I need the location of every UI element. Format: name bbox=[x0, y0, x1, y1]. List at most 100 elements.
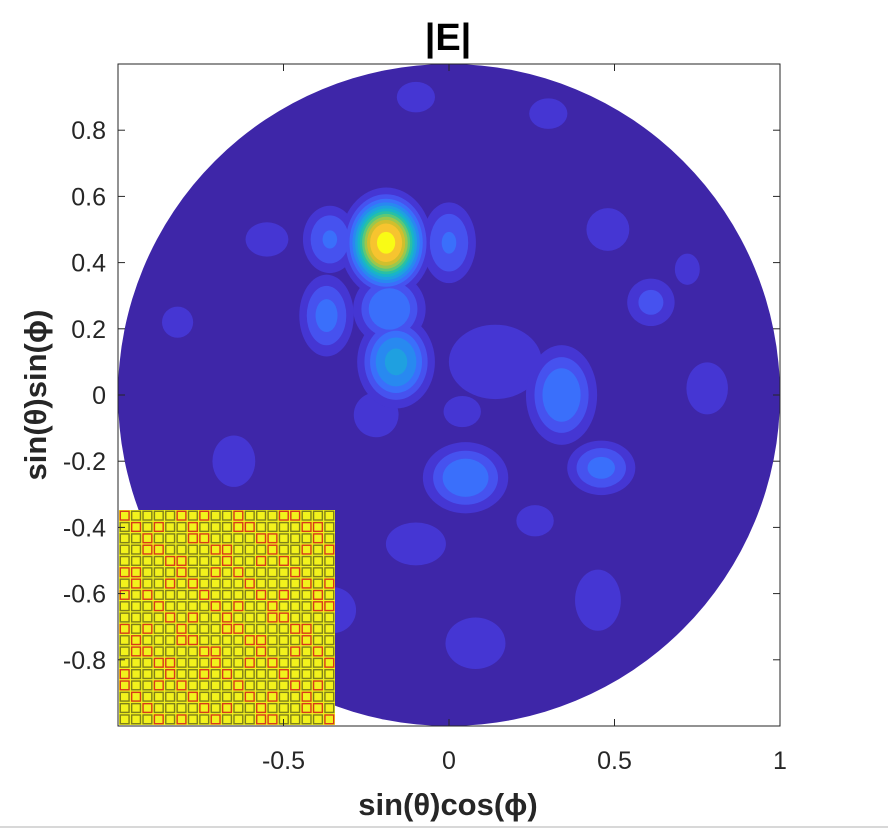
contour-level-1-peak-21 bbox=[686, 362, 728, 415]
contour-level-1-peak-18 bbox=[385, 522, 446, 566]
y-tick-label: -0.2 bbox=[63, 448, 106, 476]
array-element bbox=[142, 589, 153, 600]
array-element bbox=[278, 555, 289, 566]
array-element bbox=[312, 635, 324, 646]
array-element bbox=[267, 578, 278, 589]
array-element bbox=[244, 657, 255, 668]
array-element bbox=[130, 646, 142, 657]
array-element bbox=[199, 612, 210, 623]
array-element bbox=[267, 544, 278, 555]
array-element bbox=[176, 669, 187, 680]
array-element bbox=[210, 601, 221, 612]
array-element bbox=[312, 510, 324, 521]
array-element bbox=[221, 510, 233, 521]
array-element bbox=[210, 510, 221, 521]
array-element bbox=[187, 521, 198, 533]
array-element bbox=[210, 567, 221, 578]
array-element bbox=[233, 578, 244, 589]
array-element bbox=[187, 657, 198, 668]
array-element bbox=[256, 510, 267, 521]
array-element bbox=[244, 567, 255, 578]
array-element bbox=[210, 657, 221, 668]
array-element bbox=[142, 510, 153, 521]
array-element bbox=[256, 589, 267, 600]
array-element bbox=[165, 646, 176, 657]
array-element bbox=[176, 555, 187, 566]
array-element bbox=[221, 714, 233, 725]
array-element bbox=[153, 578, 164, 589]
array-element bbox=[199, 601, 210, 612]
array-element bbox=[165, 589, 176, 600]
array-element bbox=[210, 521, 221, 533]
array-element bbox=[324, 657, 335, 668]
array-element bbox=[210, 714, 221, 725]
array-element bbox=[324, 669, 335, 680]
array-element bbox=[187, 589, 198, 600]
array-element bbox=[153, 680, 164, 691]
array-element bbox=[233, 680, 244, 691]
array-element bbox=[187, 680, 198, 691]
array-element bbox=[153, 657, 164, 668]
array-element bbox=[233, 646, 244, 657]
array-element bbox=[210, 680, 221, 691]
array-element bbox=[290, 533, 301, 544]
contour-level-1-peak-7 bbox=[674, 253, 700, 285]
array-element bbox=[301, 544, 312, 555]
array-element bbox=[130, 623, 142, 634]
array-element bbox=[324, 635, 335, 646]
array-element bbox=[210, 533, 221, 544]
array-element bbox=[153, 646, 164, 657]
array-element bbox=[119, 635, 130, 646]
array-element bbox=[290, 669, 301, 680]
array-element bbox=[187, 646, 198, 657]
array-element bbox=[278, 680, 289, 691]
array-element bbox=[244, 533, 255, 544]
array-element bbox=[153, 567, 164, 578]
array-element bbox=[290, 714, 301, 725]
array-element bbox=[301, 646, 312, 657]
array-element bbox=[187, 544, 198, 555]
array-element bbox=[256, 544, 267, 555]
array-element bbox=[130, 578, 142, 589]
array-element bbox=[153, 702, 164, 714]
array-element bbox=[256, 601, 267, 612]
array-element bbox=[244, 669, 255, 680]
array-element bbox=[221, 544, 233, 555]
array-element bbox=[153, 544, 164, 555]
array-element bbox=[312, 646, 324, 657]
array-element bbox=[301, 680, 312, 691]
array-element bbox=[165, 714, 176, 725]
array-element bbox=[165, 521, 176, 533]
array-element bbox=[165, 533, 176, 544]
array-element bbox=[165, 680, 176, 691]
array-element bbox=[130, 691, 142, 702]
contour-level-1-peak-16 bbox=[586, 208, 630, 251]
array-element bbox=[176, 567, 187, 578]
x-tick-label: 0 bbox=[442, 747, 456, 775]
array-element bbox=[199, 714, 210, 725]
array-element bbox=[290, 567, 301, 578]
array-element bbox=[153, 623, 164, 634]
array-element bbox=[187, 578, 198, 589]
array-element bbox=[165, 691, 176, 702]
array-element bbox=[312, 702, 324, 714]
array-element bbox=[153, 601, 164, 612]
array-element bbox=[244, 623, 255, 634]
array-element bbox=[165, 555, 176, 566]
array-element bbox=[221, 691, 233, 702]
array-element bbox=[278, 623, 289, 634]
array-element bbox=[176, 601, 187, 612]
array-element bbox=[256, 567, 267, 578]
array-element bbox=[301, 657, 312, 668]
array-element bbox=[290, 544, 301, 555]
array-element bbox=[256, 612, 267, 623]
array-element bbox=[176, 657, 187, 668]
array-element bbox=[176, 521, 187, 533]
array-element bbox=[187, 714, 198, 725]
array-element bbox=[130, 612, 142, 623]
array-element bbox=[256, 521, 267, 533]
array-element bbox=[142, 669, 153, 680]
array-element bbox=[312, 691, 324, 702]
array-element bbox=[176, 589, 187, 600]
array-element bbox=[233, 555, 244, 566]
